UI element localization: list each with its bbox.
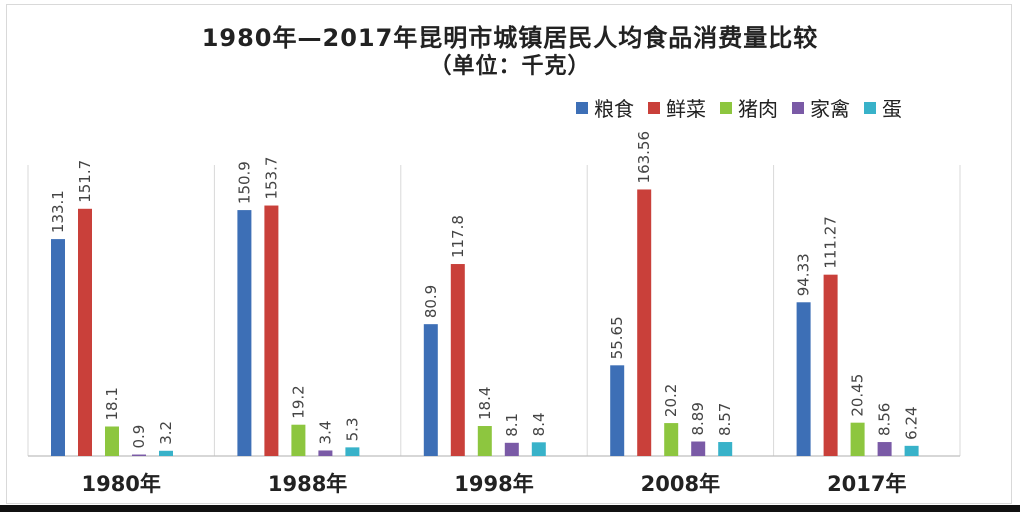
bar xyxy=(291,424,306,456)
data-label: 8.56 xyxy=(876,403,894,436)
legend-label-poultry: 家禽 xyxy=(810,97,850,121)
bar xyxy=(132,454,146,456)
bar xyxy=(823,274,838,456)
bar xyxy=(796,302,811,456)
bar xyxy=(78,208,92,456)
legend-label-pork: 猪肉 xyxy=(738,97,778,121)
chart-subtitle: （单位：千克） xyxy=(429,54,591,79)
data-label: 163.56 xyxy=(635,131,653,184)
legend-item-eggs: 蛋 xyxy=(864,93,902,122)
data-label: 5.3 xyxy=(343,418,361,442)
data-label: 18.1 xyxy=(103,387,121,420)
bar xyxy=(877,442,892,456)
category-label: 2008年 xyxy=(641,472,720,496)
data-label: 8.1 xyxy=(503,413,521,437)
legend-item-pork: 猪肉 xyxy=(720,93,778,122)
bar xyxy=(345,447,360,456)
data-label: 80.9 xyxy=(422,285,440,318)
bar xyxy=(159,450,173,456)
bar xyxy=(504,442,519,456)
bar xyxy=(610,365,625,456)
data-label: 8.89 xyxy=(689,402,707,435)
category-label: 1980年 xyxy=(81,472,160,496)
bar xyxy=(718,442,733,456)
legend-label-eggs: 蛋 xyxy=(882,97,902,121)
data-label: 20.2 xyxy=(662,384,680,417)
bar xyxy=(237,210,252,456)
bar xyxy=(664,423,679,456)
bar xyxy=(691,441,706,456)
legend-item-vegetables: 鲜菜 xyxy=(648,93,706,122)
data-label: 117.8 xyxy=(449,215,467,258)
legend-item-poultry: 家禽 xyxy=(792,93,850,122)
data-label: 3.2 xyxy=(157,421,175,445)
data-label: 8.4 xyxy=(530,412,548,436)
bar xyxy=(318,450,333,456)
bottom-band xyxy=(0,505,1020,512)
legend-swatch-grain xyxy=(576,101,588,114)
bar xyxy=(904,445,919,456)
data-label: 0.9 xyxy=(130,425,148,449)
data-label: 150.9 xyxy=(235,161,253,204)
bar xyxy=(477,426,492,456)
bar xyxy=(423,324,438,456)
legend-swatch-poultry xyxy=(792,101,804,114)
legend-label-vegetables: 鲜菜 xyxy=(666,97,706,121)
legend-swatch-eggs xyxy=(864,101,876,114)
data-label: 20.45 xyxy=(849,374,867,417)
category-label: 1998年 xyxy=(454,472,533,496)
bar xyxy=(850,422,865,456)
data-label: 111.27 xyxy=(822,216,840,269)
data-label: 133.1 xyxy=(49,190,67,233)
data-label: 153.7 xyxy=(262,157,280,200)
category-label: 2017年 xyxy=(827,472,906,496)
data-label: 3.4 xyxy=(316,421,334,445)
data-label: 94.33 xyxy=(795,253,813,296)
bar xyxy=(450,264,465,456)
chart-title: 1980年—2017年昆明市城镇居民人均食品消费量比较 xyxy=(201,24,819,52)
data-label: 19.2 xyxy=(289,385,307,418)
bar xyxy=(51,239,65,456)
data-label: 8.57 xyxy=(716,403,734,436)
bar xyxy=(105,426,119,456)
data-label: 151.7 xyxy=(76,160,94,203)
data-label: 6.24 xyxy=(903,406,921,439)
legend-label-grain: 粮食 xyxy=(594,97,634,121)
legend-swatch-vegetables xyxy=(648,101,660,114)
legend-item-grain: 粮食 xyxy=(576,93,634,122)
data-label: 55.65 xyxy=(608,316,626,359)
chart-legend: 粮食 鲜菜 猪肉 家禽 蛋 xyxy=(576,93,902,122)
bar xyxy=(264,205,279,456)
bar xyxy=(637,189,652,456)
data-label: 18.4 xyxy=(476,387,494,420)
category-label: 1988年 xyxy=(268,472,347,496)
legend-swatch-pork xyxy=(720,101,732,114)
chart-frame xyxy=(6,4,1012,504)
bar xyxy=(531,442,546,456)
